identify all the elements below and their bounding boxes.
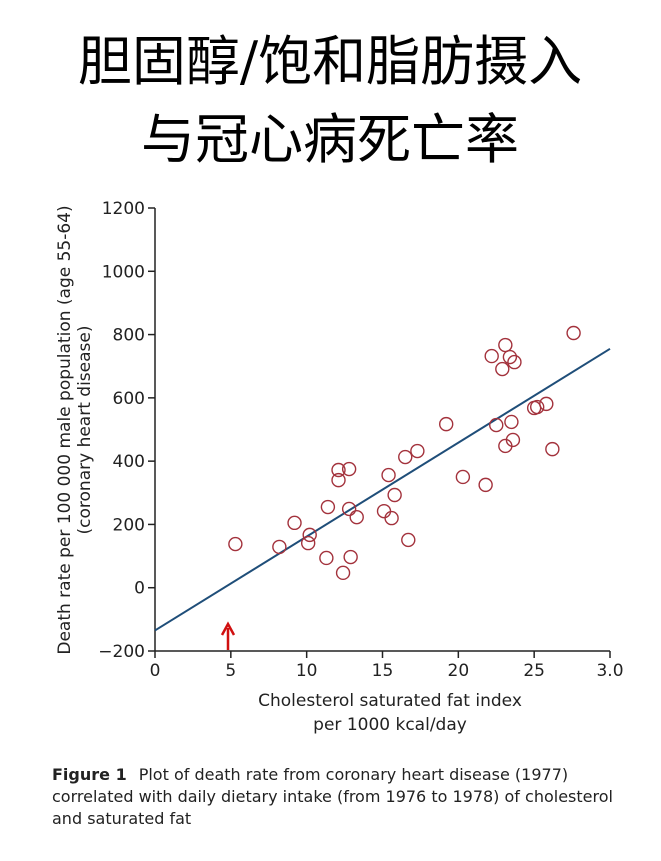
x-tick-label: 25 (523, 661, 545, 681)
x-tick-label: 10 (296, 661, 318, 681)
marker-arrow (220, 621, 236, 650)
data-point (504, 414, 519, 430)
data-point (287, 515, 302, 531)
data-point (331, 462, 346, 478)
x-axis-title: Cholesterol saturated fat index (258, 691, 522, 711)
data-point (341, 461, 357, 477)
x-tick-label: 5 (225, 661, 236, 681)
x-tick-label: 0 (150, 661, 161, 681)
caption: Figure 1 Plot of death rate from coronary… (52, 765, 568, 784)
data-point (349, 509, 364, 525)
y-tick-label: −200 (98, 642, 145, 662)
data-point (300, 535, 316, 551)
data-point (331, 472, 346, 488)
y-tick-label: 600 (113, 389, 145, 409)
data-point (398, 449, 413, 465)
x-tick-label: 3.0 (596, 661, 623, 681)
y-axis-title: (coronary heart disease) (75, 326, 95, 535)
data-point (505, 432, 521, 448)
data-point (545, 441, 560, 457)
y-tick-label: 1200 (102, 199, 145, 219)
data-point (410, 443, 425, 459)
data-point (566, 325, 581, 341)
data-point (384, 510, 399, 526)
caption-line: Plot of death rate from coronary heart d… (139, 765, 568, 784)
caption-line: correlated with daily dietary intake (fr… (52, 787, 613, 806)
x-tick-label: 20 (448, 661, 470, 681)
data-point (341, 501, 357, 517)
data-point (484, 348, 499, 364)
data-point (401, 532, 416, 548)
y-tick-label: 200 (113, 515, 145, 535)
x-axis-title: per 1000 kcal/day (313, 715, 467, 735)
x-tick-label: 15 (372, 661, 394, 681)
data-point (302, 527, 317, 543)
data-point (228, 536, 243, 552)
data-point (272, 539, 287, 555)
data-point (320, 499, 336, 515)
data-point (455, 469, 471, 485)
data-point (319, 550, 334, 566)
trend-line (154, 347, 611, 632)
data-point (478, 477, 493, 493)
data-point (343, 549, 358, 565)
y-tick-label: 800 (113, 326, 145, 346)
caption-label: Figure 1 (52, 765, 127, 784)
y-axis-title: Death rate per 100 000 male population (… (55, 205, 75, 654)
data-point (489, 417, 504, 433)
caption-line: and saturated fat (52, 809, 191, 828)
y-tick-label: 1000 (102, 262, 145, 282)
title-line: 胆固醇/饱和脂肪摄入 (78, 30, 582, 93)
data-point (539, 396, 554, 412)
data-point (530, 399, 545, 415)
crop-mask (0, 826, 661, 861)
data-point (439, 416, 454, 432)
y-tick-label: 0 (134, 579, 145, 599)
figure-background (50, 190, 630, 830)
data-point (387, 487, 402, 503)
title-line: 与冠心病死亡率 (141, 108, 519, 171)
data-point (381, 467, 396, 483)
data-point (335, 565, 351, 581)
data-point (507, 354, 522, 370)
data-point (495, 361, 510, 377)
y-tick-label: 400 (113, 452, 145, 472)
data-point (502, 349, 518, 365)
